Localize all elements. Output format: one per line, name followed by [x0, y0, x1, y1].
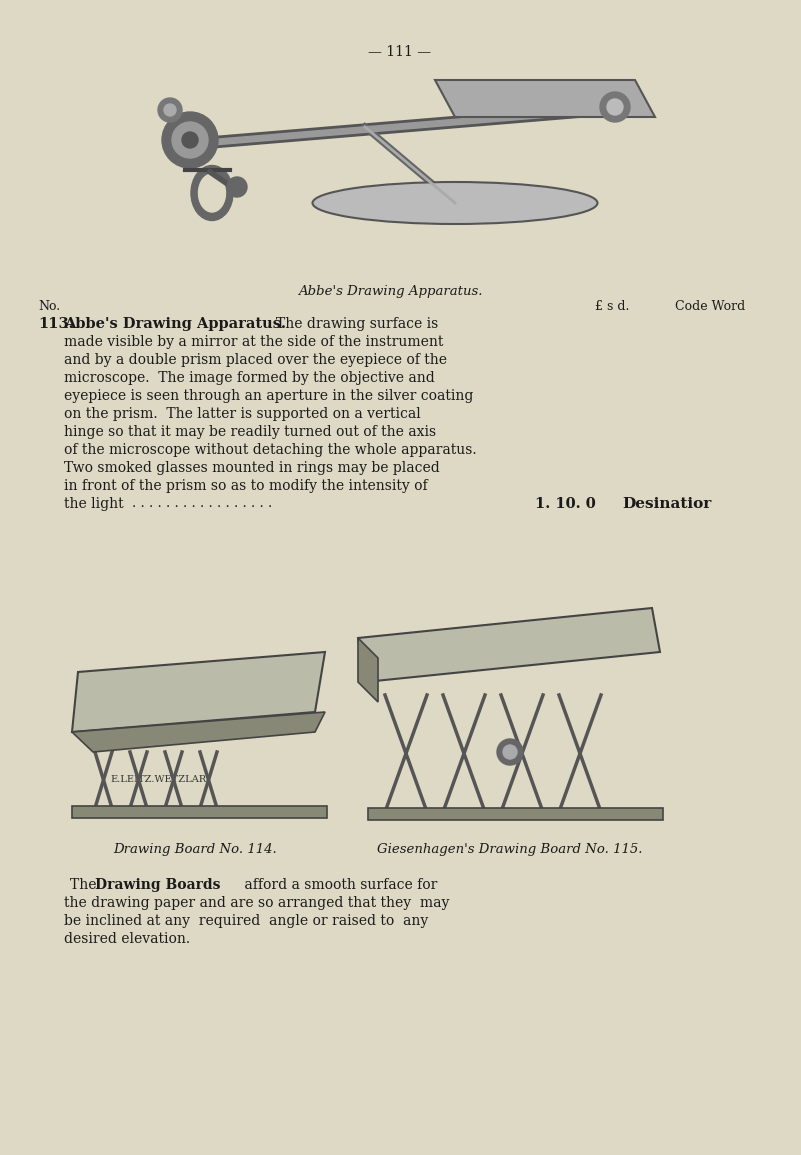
Text: E.LEITZ.WETZLAR.: E.LEITZ.WETZLAR.: [110, 775, 209, 784]
Text: The: The: [70, 878, 101, 892]
Text: £ s d.: £ s d.: [595, 300, 630, 313]
Text: on the prism.  The latter is supported on a vertical: on the prism. The latter is supported on…: [64, 407, 421, 422]
Text: eyepiece is seen through an aperture in the silver coating: eyepiece is seen through an aperture in …: [64, 389, 473, 403]
Text: the drawing paper and are so arranged that they  may: the drawing paper and are so arranged th…: [64, 896, 449, 910]
Text: Abbe's Drawing Apparatus.: Abbe's Drawing Apparatus.: [64, 316, 286, 331]
Text: made visible by a mirror at the side of the instrument: made visible by a mirror at the side of …: [64, 335, 444, 349]
Circle shape: [182, 132, 198, 148]
Polygon shape: [358, 638, 378, 702]
Text: Drawing Boards: Drawing Boards: [95, 878, 220, 892]
Circle shape: [503, 745, 517, 759]
Polygon shape: [72, 653, 325, 732]
Text: desired elevation.: desired elevation.: [64, 932, 190, 946]
Circle shape: [162, 112, 218, 167]
Text: be inclined at any  required  angle or raised to  any: be inclined at any required angle or rai…: [64, 914, 429, 927]
Text: No.: No.: [38, 300, 60, 313]
Text: The drawing surface is: The drawing surface is: [276, 316, 438, 331]
Circle shape: [600, 92, 630, 122]
Bar: [368, 808, 663, 820]
Text: Code Word: Code Word: [675, 300, 745, 313]
Text: Drawing Board No. 114.: Drawing Board No. 114.: [113, 843, 277, 856]
Text: hinge so that it may be readily turned out of the axis: hinge so that it may be readily turned o…: [64, 425, 436, 439]
Polygon shape: [435, 80, 655, 117]
Text: Desinatior: Desinatior: [622, 497, 711, 511]
Text: the light: the light: [64, 497, 123, 511]
Ellipse shape: [312, 182, 598, 224]
Circle shape: [164, 104, 176, 116]
Circle shape: [607, 99, 623, 116]
Polygon shape: [358, 608, 660, 681]
Text: of the microscope without detaching the whole apparatus.: of the microscope without detaching the …: [64, 444, 477, 457]
Ellipse shape: [191, 165, 233, 221]
Text: . . . . . . . . . . . . . . . . .: . . . . . . . . . . . . . . . . .: [132, 497, 272, 511]
Bar: [72, 806, 327, 818]
Text: afford a smooth surface for: afford a smooth surface for: [240, 878, 437, 892]
Text: — 111 —: — 111 —: [368, 45, 432, 59]
Text: Giesenhagen's Drawing Board No. 115.: Giesenhagen's Drawing Board No. 115.: [377, 843, 642, 856]
Text: 113.: 113.: [38, 316, 74, 331]
Circle shape: [227, 177, 247, 198]
Text: Two smoked glasses mounted in rings may be placed: Two smoked glasses mounted in rings may …: [64, 461, 440, 475]
Text: microscope.  The image formed by the objective and: microscope. The image formed by the obje…: [64, 371, 435, 385]
Text: Abbe's Drawing Apparatus.: Abbe's Drawing Apparatus.: [298, 285, 482, 298]
Circle shape: [497, 739, 523, 765]
Ellipse shape: [199, 174, 226, 213]
Text: and by a double prism placed over the eyepiece of the: and by a double prism placed over the ey…: [64, 353, 447, 367]
Circle shape: [172, 122, 208, 158]
Polygon shape: [72, 711, 325, 752]
Circle shape: [158, 98, 182, 122]
Text: 1. 10. 0: 1. 10. 0: [535, 497, 596, 511]
Text: in front of the prism so as to modify the intensity of: in front of the prism so as to modify th…: [64, 479, 428, 493]
